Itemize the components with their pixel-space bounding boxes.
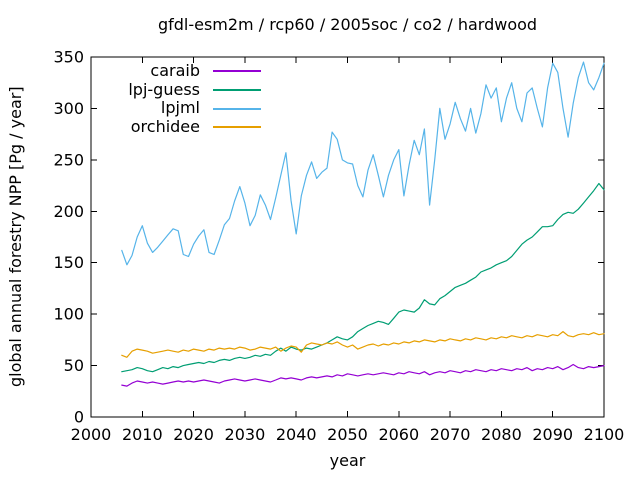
legend-item-lpjml: lpjml (40, 99, 261, 118)
legend-item-orchidee: orchidee (40, 117, 261, 137)
legend-item-caraib: caraib (40, 61, 261, 81)
y-tick-label: 350 (53, 48, 84, 67)
x-tick-label: 2090 (532, 425, 573, 444)
x-axis-label: year (329, 451, 366, 470)
y-tick-label: 0 (74, 408, 84, 427)
legend: caraib lpj-guess lpjml orchidee (40, 61, 261, 137)
series-line-lpj-guess (121, 182, 605, 373)
legend-line-sample-orchidee (213, 126, 261, 129)
legend-label-orchidee: orchidee (130, 117, 200, 137)
x-tick-label: 2040 (276, 425, 317, 444)
x-tick-label: 2020 (173, 425, 214, 444)
y-tick-label: 150 (53, 253, 84, 272)
y-tick-label: 100 (53, 305, 84, 324)
series-line-orchidee (121, 331, 605, 358)
y-tick-label: 200 (53, 202, 84, 221)
x-tick-label: 2060 (378, 425, 419, 444)
y-tick-label: 250 (53, 150, 84, 169)
y-axis-label: global annual forestry NPP [Pg / year] (6, 86, 25, 388)
x-tick-label: 2050 (327, 425, 368, 444)
legend-line-sample-lpjml (213, 107, 261, 110)
x-tick-label: 2100 (584, 425, 625, 444)
x-tick-label: 2000 (71, 425, 112, 444)
chart-title: gfdl-esm2m / rcp60 / 2005soc / co2 / har… (157, 15, 538, 34)
legend-line-sample-caraib (213, 70, 261, 73)
x-tick-label: 2010 (122, 425, 163, 444)
legend-line-sample-lpj-guess (213, 89, 261, 92)
legend-item-lpj-guess: lpj-guess (40, 79, 261, 100)
x-tick-label: 2080 (481, 425, 522, 444)
y-tick-label: 300 (53, 99, 84, 118)
x-tick-label: 2030 (225, 425, 266, 444)
legend-label-lpjml: lpjml (160, 98, 200, 118)
legend-label-caraib: caraib (150, 61, 200, 80)
legend-label-lpj-guess: lpj-guess (128, 79, 200, 99)
series-line-caraib (121, 363, 605, 387)
y-tick-label: 50 (64, 356, 84, 375)
series-line-lpjml (121, 61, 605, 266)
x-tick-label: 2070 (430, 425, 471, 444)
